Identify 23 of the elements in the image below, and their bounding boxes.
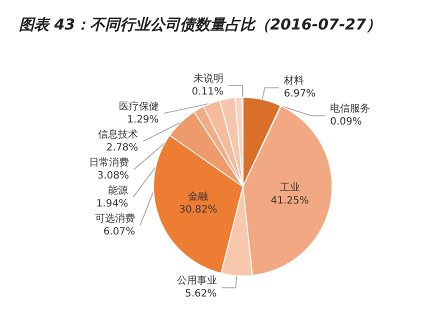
slice-label: 日常消费 xyxy=(89,156,130,168)
slice-label: 工业 xyxy=(280,182,300,194)
slice-label: 金融 xyxy=(188,190,208,202)
slice-label: 材料 xyxy=(282,74,304,87)
slice-label: 公用事业 xyxy=(176,274,217,287)
data-label: 0.11% xyxy=(192,86,224,98)
data-label: 1.94% xyxy=(96,198,128,210)
slice-label: 电信服务 xyxy=(330,102,370,115)
data-label: 3.08% xyxy=(97,170,130,182)
slice-label: 医疗保健 xyxy=(118,100,159,112)
data-label: 6.07% xyxy=(103,226,136,238)
slice-label: 未说明 xyxy=(193,72,224,84)
slice-label: 可选消费 xyxy=(95,212,136,224)
chart-title: 图表 43：不同行业公司债数量占比（2016-07-27） xyxy=(19,16,382,34)
data-label: 6.97% xyxy=(284,88,316,100)
data-label: 5.62% xyxy=(185,288,217,300)
data-label: 30.82% xyxy=(179,204,218,216)
slice-label: 信息技术 xyxy=(98,128,138,140)
data-label: 41.25% xyxy=(270,196,309,207)
data-label: 2.78% xyxy=(106,142,138,154)
slice-label: 能源 xyxy=(108,184,128,196)
data-label: 0.09% xyxy=(330,116,362,128)
data-label: 1.29% xyxy=(127,114,159,126)
